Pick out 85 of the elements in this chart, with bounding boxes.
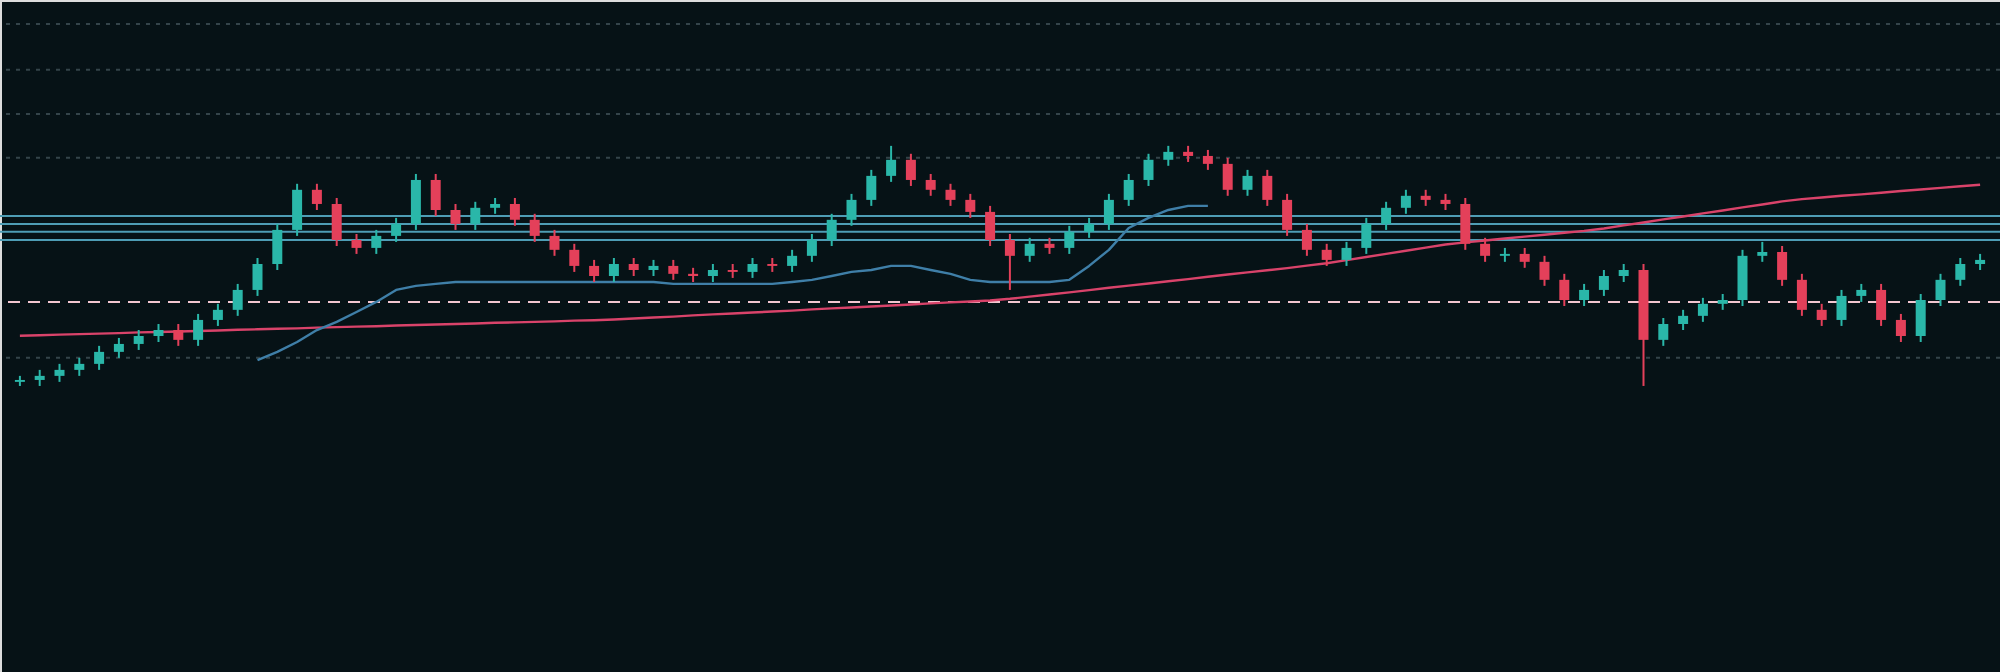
candlestick <box>94 344 105 371</box>
candlestick <box>905 152 916 187</box>
candlestick <box>1836 288 1847 327</box>
candlestick <box>1400 188 1411 215</box>
candlestick <box>589 258 600 283</box>
candlestick <box>1282 192 1293 237</box>
candlestick <box>1559 272 1570 308</box>
candlestick <box>133 329 144 351</box>
candlestick <box>806 232 817 263</box>
candlestick <box>74 356 85 377</box>
candlestick <box>569 242 580 273</box>
candlestick <box>1519 246 1530 269</box>
candlestick <box>113 336 124 359</box>
candlestick <box>1064 224 1075 255</box>
candlestick <box>1678 308 1689 332</box>
candlestick <box>1084 216 1095 239</box>
candlestick <box>1955 256 1966 287</box>
candlestick <box>1321 242 1332 267</box>
candlestick <box>925 172 936 197</box>
candlestick <box>1658 317 1669 347</box>
candlestick <box>1361 216 1372 255</box>
candlestick <box>1579 282 1590 308</box>
candlestick <box>1618 263 1629 283</box>
candlestick <box>787 248 798 273</box>
candlestick <box>391 216 402 243</box>
candlestick <box>311 182 322 211</box>
candlestick <box>608 256 619 283</box>
candlestick <box>1539 254 1550 287</box>
candlestick <box>747 256 758 279</box>
candlestick <box>707 263 718 283</box>
candlestick <box>509 196 520 227</box>
candlestick <box>1202 148 1213 171</box>
candlestick <box>1856 282 1867 303</box>
candlestick <box>846 192 857 227</box>
candlestick <box>1796 272 1807 317</box>
candlestick <box>1697 296 1708 323</box>
candlestick <box>1915 293 1926 344</box>
candlestick <box>1935 272 1946 308</box>
candlestick <box>1103 192 1114 231</box>
candlestick <box>252 256 263 297</box>
candlestick <box>1480 236 1491 263</box>
candlestick <box>371 228 382 255</box>
candlestick <box>351 232 362 255</box>
candlestick <box>1460 196 1471 251</box>
candlestick <box>826 212 837 247</box>
candlestick <box>1222 156 1233 197</box>
candlestick <box>628 256 639 277</box>
candlestick <box>529 212 540 243</box>
candlestick <box>1816 302 1827 327</box>
candlestick <box>965 192 976 219</box>
candlestick <box>1024 236 1035 263</box>
candlestick <box>54 362 65 383</box>
candlestick <box>1242 168 1253 197</box>
candlestick <box>212 302 223 327</box>
candlestick <box>945 182 956 207</box>
candlestick <box>549 228 560 257</box>
candlestick <box>1163 144 1174 167</box>
candlestick <box>1262 168 1273 207</box>
candlestick <box>331 196 342 247</box>
candlestick <box>1757 240 1768 263</box>
candlestick <box>173 323 184 347</box>
candlestick <box>1777 244 1788 287</box>
candlestick <box>668 258 679 281</box>
candlestick <box>232 282 243 317</box>
candlestick <box>1004 232 1015 291</box>
candlestick <box>1301 222 1312 257</box>
candlestick <box>1381 200 1392 231</box>
candlestick <box>1876 282 1887 327</box>
candlestick <box>430 172 441 217</box>
candlestick <box>450 202 461 231</box>
candlestick <box>1737 248 1748 308</box>
candlestick <box>866 168 877 207</box>
candlestick <box>1123 172 1134 207</box>
candlestick <box>193 312 204 347</box>
candlestick <box>1895 312 1906 344</box>
candlestick <box>292 182 303 237</box>
candlestick <box>470 200 481 231</box>
candlestick <box>1143 152 1154 187</box>
candlestick <box>410 172 421 231</box>
candlestick <box>1341 240 1352 267</box>
candlestick <box>886 144 897 183</box>
candlestick <box>985 204 996 247</box>
candlestick <box>153 323 164 344</box>
candlestick <box>1598 269 1609 297</box>
candlestick <box>272 222 283 271</box>
